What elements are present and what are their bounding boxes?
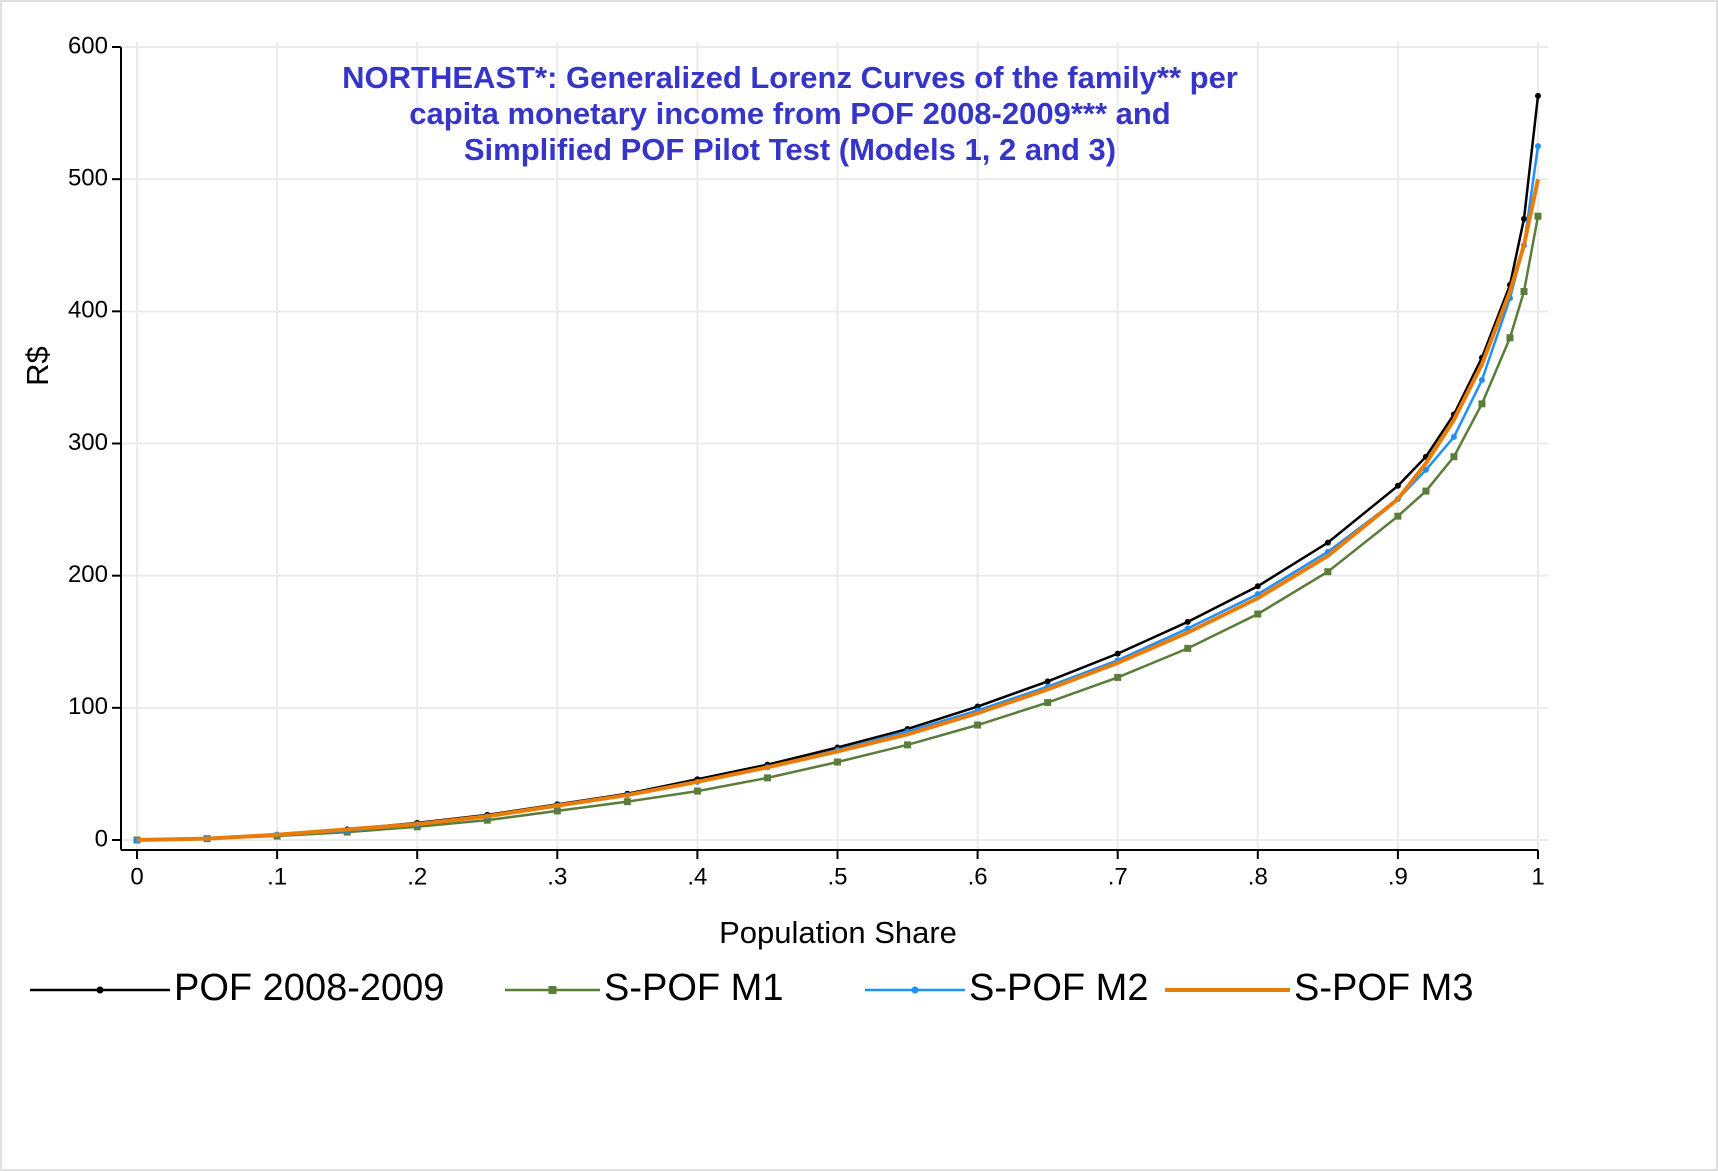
y-axis-label: R$ bbox=[20, 346, 55, 386]
point bbox=[1478, 377, 1485, 384]
legend-label: S-POF M2 bbox=[969, 967, 1148, 1009]
legend-label: S-POF M3 bbox=[1294, 967, 1473, 1009]
point bbox=[904, 741, 912, 749]
point bbox=[1535, 92, 1541, 99]
point bbox=[1044, 699, 1052, 707]
legend-marker bbox=[548, 986, 557, 994]
legend-label: POF 2008-2009 bbox=[174, 967, 444, 1009]
point bbox=[1254, 583, 1261, 590]
point bbox=[763, 774, 771, 782]
y-tick-label: 200 bbox=[68, 561, 108, 588]
point bbox=[483, 816, 491, 824]
series bbox=[136, 178, 1540, 842]
x-tick-label: 0 bbox=[130, 863, 143, 890]
point bbox=[1478, 400, 1486, 408]
point bbox=[1044, 678, 1051, 685]
point bbox=[553, 807, 561, 815]
chart-title: NORTHEAST*: Generalized Lorenz Curves of… bbox=[342, 60, 1238, 95]
point bbox=[1394, 482, 1401, 489]
point bbox=[1450, 453, 1458, 461]
x-tick-label: .5 bbox=[827, 863, 847, 890]
y-tick-label: 600 bbox=[68, 32, 108, 59]
point bbox=[1520, 288, 1528, 296]
point bbox=[1520, 215, 1527, 222]
point bbox=[1114, 673, 1122, 681]
x-tick-label: .1 bbox=[267, 863, 287, 890]
point bbox=[1324, 539, 1331, 546]
point bbox=[623, 798, 631, 806]
point bbox=[1506, 334, 1514, 342]
point bbox=[1535, 143, 1541, 150]
point bbox=[1534, 212, 1542, 220]
point bbox=[974, 721, 982, 729]
point bbox=[693, 787, 701, 795]
x-tick-label: .9 bbox=[1388, 863, 1408, 890]
y-tick-label: 500 bbox=[68, 165, 108, 192]
y-tick-label: 300 bbox=[68, 429, 108, 456]
y-tick-label: 100 bbox=[68, 693, 108, 720]
point bbox=[1324, 568, 1332, 576]
point bbox=[834, 758, 841, 766]
point bbox=[1394, 512, 1402, 520]
legend-marker bbox=[911, 986, 919, 994]
point bbox=[1450, 433, 1457, 440]
legend-label: S-POF M1 bbox=[604, 967, 783, 1009]
x-tick-label: .7 bbox=[1108, 863, 1128, 890]
series-line bbox=[136, 178, 1540, 842]
x-tick-label: .6 bbox=[968, 863, 988, 890]
point bbox=[1422, 487, 1430, 495]
x-tick-label: .2 bbox=[407, 863, 427, 890]
legend-marker bbox=[96, 986, 104, 994]
y-tick-label: 400 bbox=[68, 297, 108, 324]
x-tick-label: .8 bbox=[1248, 863, 1268, 890]
chart-title: Simplified POF Pilot Test (Models 1, 2 a… bbox=[464, 132, 1116, 167]
x-axis-label: Population Share bbox=[719, 915, 957, 950]
y-tick-label: 0 bbox=[95, 825, 108, 852]
point bbox=[1184, 618, 1191, 625]
point bbox=[1184, 644, 1192, 652]
point bbox=[1114, 650, 1121, 657]
point bbox=[1254, 610, 1262, 618]
x-tick-label: .3 bbox=[547, 863, 567, 890]
chart-title: capita monetary income from POF 2008-200… bbox=[409, 96, 1171, 131]
x-tick-label: .4 bbox=[687, 863, 707, 890]
x-tick-label: 1 bbox=[1531, 863, 1544, 890]
